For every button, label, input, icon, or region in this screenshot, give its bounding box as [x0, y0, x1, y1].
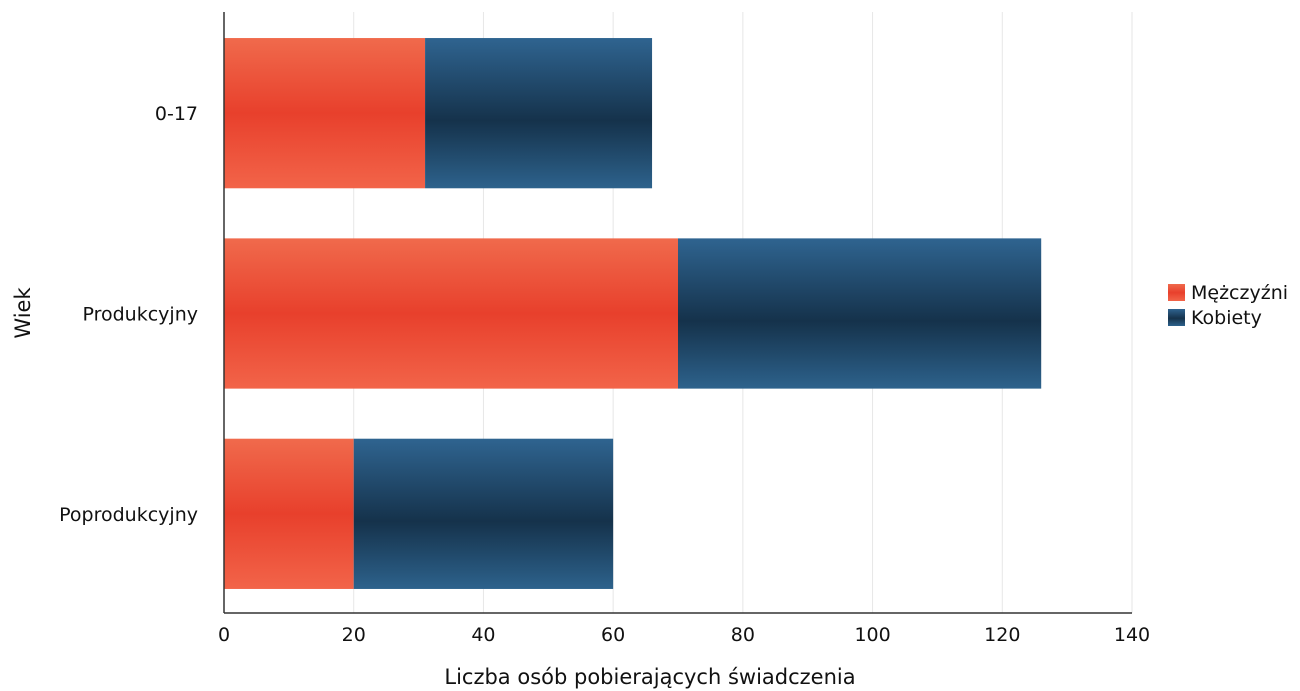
bar-women-1 — [678, 238, 1042, 389]
legend-swatch — [1168, 284, 1185, 301]
y-axis-title: Wiek — [11, 287, 35, 339]
bar-men-1 — [224, 238, 678, 389]
x-tick-labels: 0 20 40 60 80 100 120 140 — [218, 624, 1150, 646]
bar-women-0 — [425, 38, 653, 189]
legend-swatch — [1168, 309, 1185, 326]
x-tick-label: 140 — [1114, 624, 1150, 646]
legend-label: Mężczyźni — [1191, 282, 1288, 304]
legend-label: Kobiety — [1191, 307, 1262, 329]
x-tick-label: 120 — [984, 624, 1020, 646]
bar-men-2 — [224, 438, 354, 589]
x-tick-label: 80 — [731, 624, 755, 646]
x-axis-title: Liczba osób pobierających świadczenia — [444, 665, 855, 689]
x-tick-label: 100 — [854, 624, 890, 646]
legend: Mężczyźni Kobiety — [1168, 282, 1288, 329]
category-label: Produkcyjny — [82, 304, 198, 326]
bars — [224, 38, 1042, 589]
category-label: 0-17 — [155, 103, 198, 125]
bar-men-0 — [224, 38, 426, 189]
x-tick-label: 20 — [342, 624, 366, 646]
axes — [223, 12, 1132, 614]
category-labels: 0-17 Produkcyjny Poprodukcyjny — [59, 103, 198, 526]
x-tick-label: 40 — [471, 624, 495, 646]
x-tick-label: 0 — [218, 624, 230, 646]
x-tick-label: 60 — [601, 624, 625, 646]
category-label: Poprodukcyjny — [59, 504, 198, 526]
bar-women-2 — [353, 438, 614, 589]
